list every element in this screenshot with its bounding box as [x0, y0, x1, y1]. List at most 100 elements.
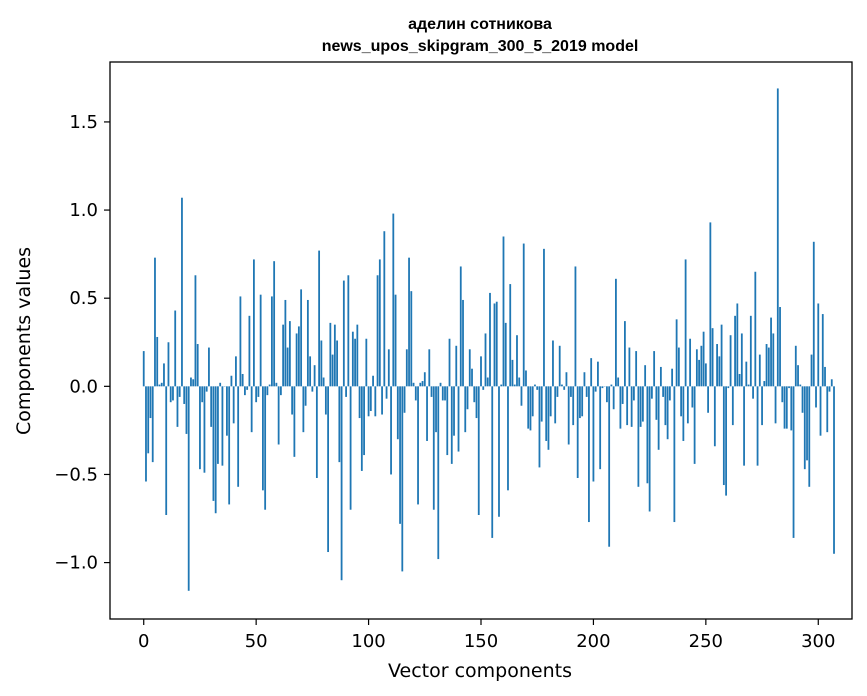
bar: [606, 386, 608, 403]
bar: [752, 386, 754, 399]
bar: [329, 322, 332, 387]
bar: [608, 386, 611, 547]
bar: [390, 386, 392, 475]
bar: [574, 266, 577, 387]
bar: [293, 386, 296, 457]
bar: [673, 386, 676, 523]
bar: [376, 275, 379, 387]
bar: [547, 386, 550, 450]
bar: [709, 222, 712, 387]
bar: [417, 386, 419, 505]
bar: [754, 271, 757, 387]
bar: [770, 317, 772, 387]
bar: [812, 241, 815, 387]
bar: [459, 266, 462, 387]
bar: [552, 340, 554, 387]
bar: [297, 326, 300, 387]
x-tick-label: 100: [351, 631, 385, 652]
bar: [246, 386, 249, 390]
bar: [421, 381, 424, 387]
bar: [626, 386, 629, 426]
bar: [360, 386, 363, 471]
bar: [639, 386, 642, 427]
bar: [628, 347, 631, 387]
bar: [480, 356, 482, 387]
bar: [214, 386, 217, 514]
bar: [833, 386, 835, 554]
bar: [745, 361, 748, 387]
bar: [239, 296, 242, 387]
bar: [815, 386, 817, 408]
bar: [684, 259, 687, 387]
bar: [160, 382, 163, 387]
bar: [221, 386, 224, 466]
bar: [794, 345, 797, 387]
bar: [486, 377, 489, 387]
bar: [556, 386, 559, 397]
bar: [579, 386, 581, 419]
bar: [662, 386, 665, 397]
bar: [374, 386, 377, 417]
bar: [266, 386, 269, 396]
bar: [500, 384, 503, 387]
bar: [799, 384, 802, 387]
bar: [590, 358, 593, 387]
bar: [437, 386, 440, 560]
bar: [426, 386, 428, 441]
bar: [306, 299, 309, 387]
bar: [529, 386, 532, 431]
x-tick-label: 0: [138, 631, 149, 652]
bar: [482, 386, 485, 390]
bar: [702, 331, 705, 387]
bar: [803, 386, 806, 470]
bar: [453, 386, 455, 436]
bar: [659, 366, 662, 387]
bar: [707, 386, 709, 413]
bar: [237, 386, 240, 487]
x-tick-label: 200: [576, 631, 610, 652]
bar: [151, 386, 154, 463]
bar: [288, 321, 291, 387]
bar: [716, 344, 718, 387]
bar: [565, 372, 568, 387]
y-axis-ticks: −1.0 −0.5 0.0 0.5 1.0 1.5: [54, 112, 110, 574]
bar: [196, 344, 199, 387]
bar: [830, 379, 833, 387]
bar: [781, 386, 784, 403]
bar: [621, 386, 624, 404]
bar: [516, 335, 518, 387]
bar: [232, 386, 235, 424]
bar: [518, 377, 521, 387]
bar: [165, 386, 168, 515]
bar: [169, 386, 172, 403]
bar: [208, 347, 210, 387]
bar: [475, 386, 478, 419]
bar: [468, 349, 471, 387]
bar: [313, 365, 316, 387]
bar: [545, 386, 548, 441]
bar: [158, 384, 161, 387]
bar: [711, 328, 714, 387]
bar: [531, 386, 534, 417]
bar: [300, 289, 303, 387]
bar: [282, 324, 285, 387]
bar: [644, 365, 647, 387]
bar: [147, 386, 150, 454]
y-tick-label: 0.5: [69, 288, 98, 309]
bar: [259, 294, 262, 387]
bar: [365, 338, 368, 387]
bar: [324, 386, 327, 415]
bar: [270, 296, 273, 387]
bar: [410, 291, 413, 387]
bar: [250, 386, 253, 433]
bar: [513, 384, 516, 387]
y-tick-label: −0.5: [54, 464, 98, 485]
bar: [695, 349, 698, 387]
bar: [554, 386, 557, 424]
bar: [740, 333, 743, 387]
bar: [172, 386, 174, 401]
bar: [772, 333, 775, 387]
bar: [235, 356, 237, 387]
bar: [149, 386, 152, 419]
bar: [358, 386, 361, 419]
